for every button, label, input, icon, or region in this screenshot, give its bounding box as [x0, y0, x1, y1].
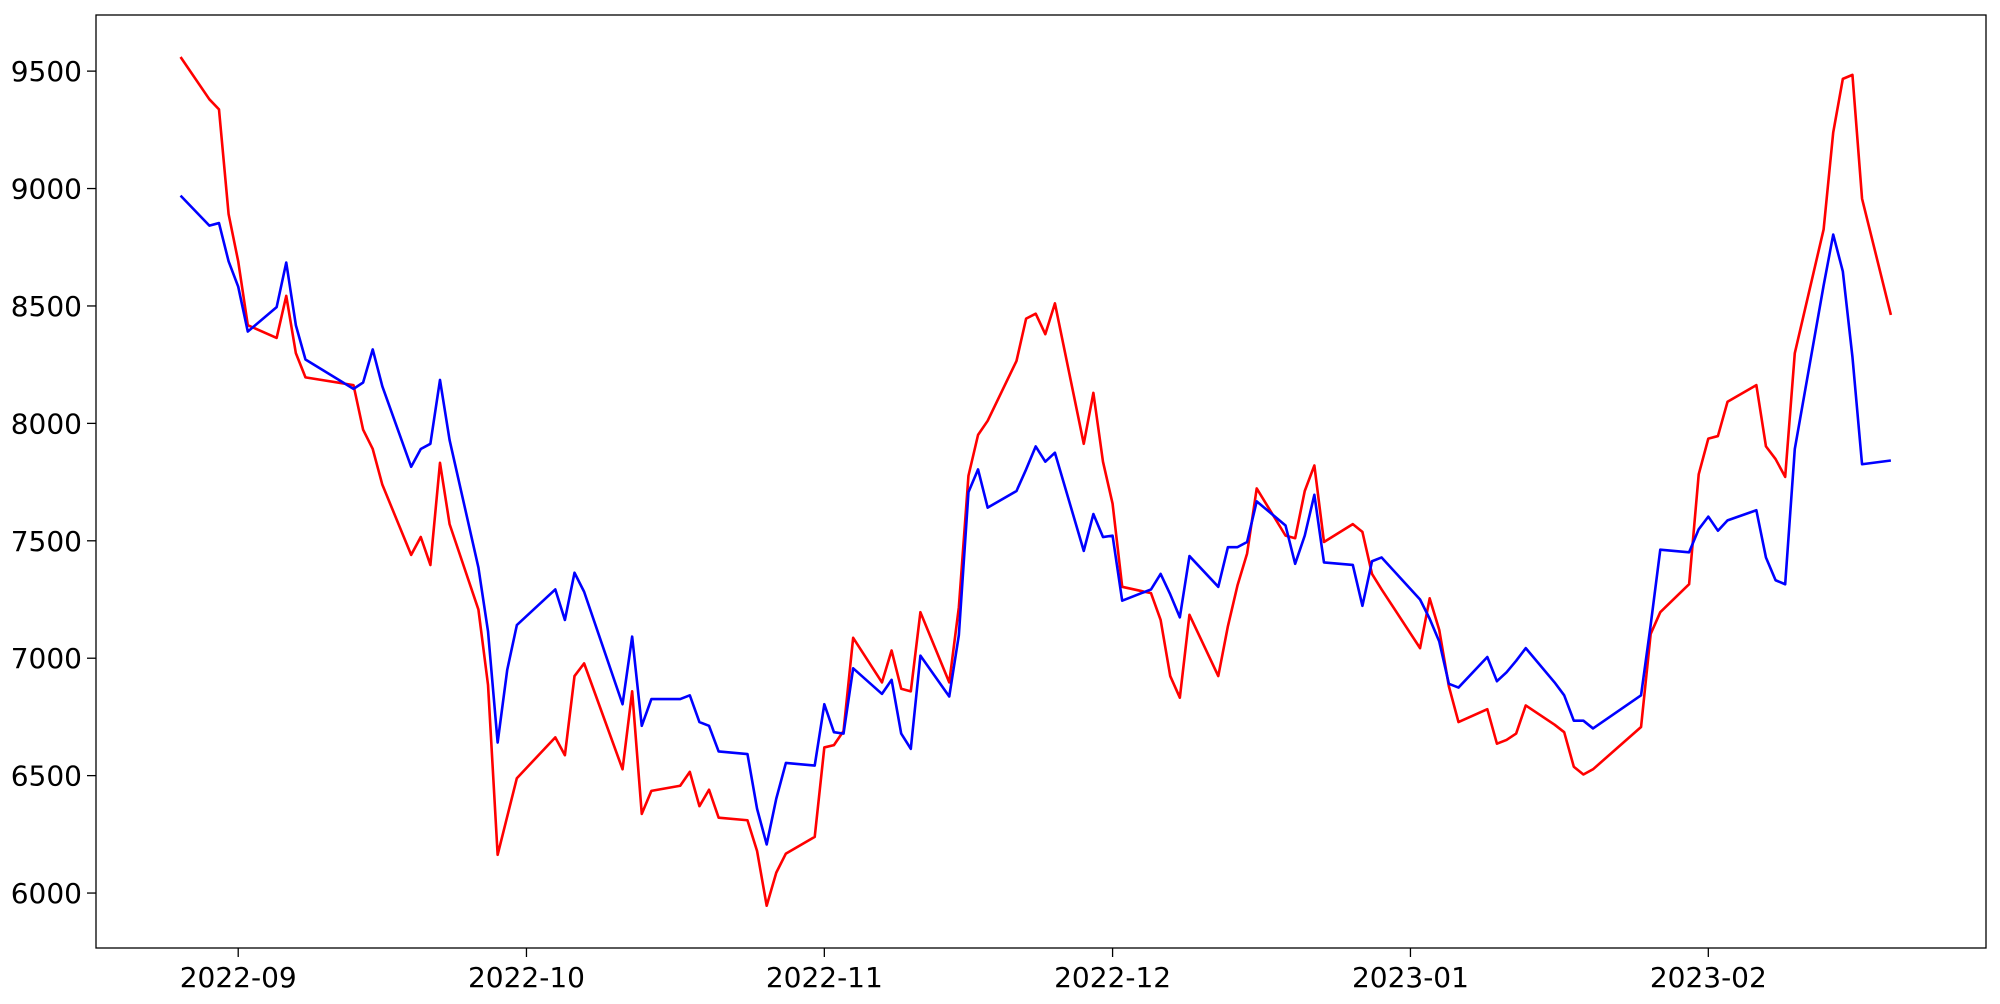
- x-tick-label: 2022-10: [468, 961, 585, 994]
- y-tick-label: 6500: [11, 760, 82, 793]
- y-tick-label: 8500: [11, 290, 82, 323]
- y-tick-label: 7500: [11, 525, 82, 558]
- x-tick-label: 2022-12: [1054, 961, 1171, 994]
- y-tick-label: 7000: [11, 642, 82, 675]
- plot-frame: [95, 14, 1987, 949]
- y-tick-label: 9500: [11, 55, 82, 88]
- y-tick-label: 8000: [11, 407, 82, 440]
- x-tick-label: 2023-01: [1352, 961, 1469, 994]
- x-tick-label: 2022-09: [180, 961, 297, 994]
- y-tick-label: 6000: [11, 877, 82, 910]
- x-tick-label: 2022-11: [766, 961, 883, 994]
- x-tick-label: 2023-02: [1650, 961, 1767, 994]
- data-line: [179, 194, 1892, 846]
- data-line: [179, 56, 1893, 908]
- y-tick-label: 9000: [11, 173, 82, 206]
